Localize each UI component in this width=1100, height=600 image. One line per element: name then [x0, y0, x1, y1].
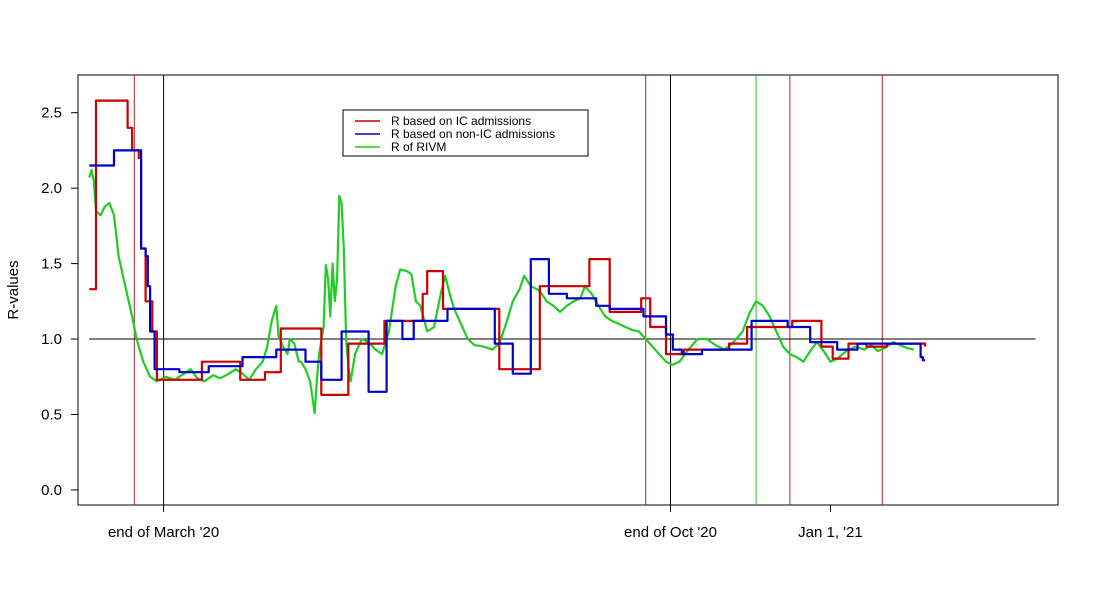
x-tick-label: end of March '20	[108, 524, 219, 541]
x-tick-label: end of Oct '20	[624, 524, 717, 541]
legend-box	[342, 109, 589, 157]
series-lines	[88, 99, 927, 415]
legend-label-ic: R based on IC admissions	[391, 114, 531, 128]
x-tick-label: Jan 1, '21	[798, 524, 863, 541]
y-tick-label: 1.5	[41, 256, 62, 273]
y-tick-label: 2.0	[41, 180, 62, 197]
x-axis: end of March '20 end of Oct '20 Jan 1, '21	[108, 504, 863, 541]
y-tick-label: 1.0	[41, 331, 62, 348]
reference-vertical-lines	[133, 75, 883, 505]
legend-label-rivm: R of RIVM	[391, 140, 446, 154]
legend: R based on IC admissions R based on non-…	[342, 109, 589, 157]
y-tick-label: 0.5	[41, 406, 62, 423]
series-line-non-ic	[89, 149, 926, 393]
legend-label-non-ic: R based on non-IC admissions	[391, 127, 555, 141]
y-tick-label: 0.0	[41, 482, 62, 499]
y-tick-label: 2.5	[41, 105, 62, 122]
y-axis-label: R-values	[5, 260, 22, 319]
y-axis: 0.0 0.5 1.0 1.5 2.0 2.5	[41, 105, 79, 499]
